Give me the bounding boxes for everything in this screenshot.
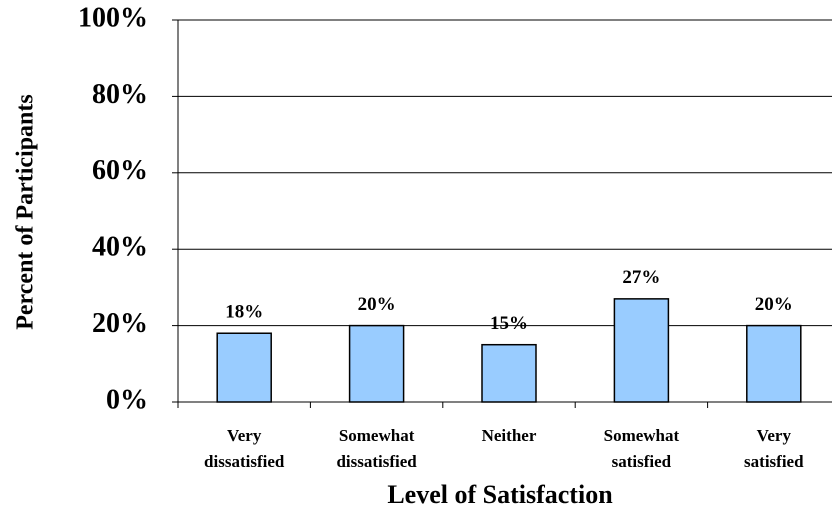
y-tick-label: 60% [92,155,148,186]
y-tick-label: 40% [92,232,148,263]
bar [348,324,405,403]
value-label: 15% [490,313,528,334]
x-tick-label: Somewhat dissatisfied [336,426,417,471]
bar [216,332,272,403]
y-axis-title: Percent of Participants [13,94,39,330]
x-axis-title: Level of Satisfaction [387,480,613,509]
x-tick-label: Very satisfied [744,426,804,471]
bar [613,298,670,403]
y-tick-label: 20% [92,308,148,339]
value-label: 20% [358,294,396,315]
y-tick-label: 80% [92,79,148,110]
x-tick-label: Somewhat satisfied [604,426,680,471]
x-tick-label: Very dissatisfied [204,426,285,471]
bar [481,343,537,403]
value-label: 20% [755,294,793,315]
y-tick-label: 100% [78,2,148,33]
value-label: 27% [622,267,660,288]
y-tick-label: 0% [106,384,148,415]
value-label: 18% [225,302,263,323]
bar [746,324,802,403]
x-tick-label: Neither [482,426,537,445]
